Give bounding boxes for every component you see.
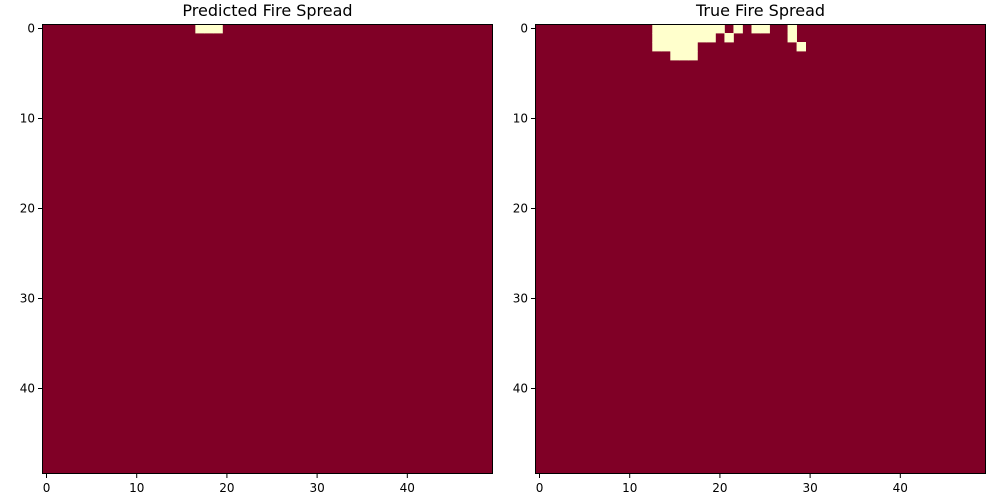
fire-cell: [679, 24, 689, 34]
heatmap-background: [535, 24, 986, 474]
fire-cell: [706, 24, 716, 34]
fire-cell: [661, 33, 671, 43]
x-tick-label: 30: [309, 481, 324, 495]
x-tick-label: 0: [43, 481, 51, 495]
y-tick-label: 0: [520, 22, 528, 36]
fire-cell: [213, 24, 223, 34]
fire-cell: [679, 42, 689, 52]
plot-frame: [535, 24, 986, 474]
y-tick-label: 30: [513, 292, 528, 306]
fire-cell: [652, 33, 662, 43]
chart-title: True Fire Spread: [695, 1, 825, 20]
y-tick-label: 20: [513, 202, 528, 216]
x-tick-label: 10: [622, 481, 637, 495]
fire-cell: [670, 24, 680, 34]
fire-cell: [204, 24, 214, 34]
fire-cell: [760, 24, 770, 34]
chart-title: Predicted Fire Spread: [182, 1, 352, 20]
fire-cell: [679, 33, 689, 43]
y-tick-label: 30: [20, 292, 35, 306]
x-tick-label: 30: [802, 481, 817, 495]
fire-cell: [715, 24, 725, 34]
x-tick-label: 20: [219, 481, 234, 495]
fire-cell: [751, 24, 761, 34]
x-tick-label: 40: [893, 481, 908, 495]
fire-cell: [652, 24, 662, 34]
fire-cell: [796, 42, 806, 52]
fire-cell: [688, 42, 698, 52]
y-axis-ticks: 0 10 20 30 40: [20, 22, 42, 396]
fire-cell: [652, 42, 662, 52]
fire-cells-layer: [195, 24, 223, 34]
y-tick-label: 40: [513, 382, 528, 396]
x-axis-ticks: 0 10 20 30 40: [536, 474, 908, 495]
y-tick-label: 10: [20, 112, 35, 126]
x-axis-ticks: 0 10 20 30 40: [43, 474, 415, 495]
predicted-fire-spread-panel: Predicted Fire Spread 0 10 20 30 40 0 10 20 30 4…: [20, 1, 493, 495]
y-tick-label: 10: [513, 112, 528, 126]
x-tick-label: 40: [400, 481, 415, 495]
fire-cell: [661, 42, 671, 52]
fire-cell: [688, 33, 698, 43]
heatmap-background-layer: [42, 24, 493, 474]
x-tick-label: 10: [129, 481, 144, 495]
fire-cell: [679, 51, 689, 61]
y-tick-label: 0: [27, 22, 35, 36]
y-tick-label: 20: [20, 202, 35, 216]
heatmap-background: [42, 24, 493, 474]
fire-cell: [195, 24, 205, 34]
fire-cell: [787, 24, 797, 34]
fire-cells-layer: [652, 24, 806, 61]
fire-cell: [697, 24, 707, 34]
x-tick-label: 20: [712, 481, 727, 495]
fire-cell: [661, 24, 671, 34]
y-axis-ticks: 0 10 20 30 40: [513, 22, 535, 396]
x-tick-label: 0: [536, 481, 544, 495]
fire-cell: [670, 51, 680, 61]
fire-cell: [724, 33, 734, 43]
fire-cell: [670, 33, 680, 43]
y-tick-label: 40: [20, 382, 35, 396]
fire-cell: [670, 42, 680, 52]
fire-cell: [697, 33, 707, 43]
true-fire-spread-panel: True Fire Spread 0 10 20 30 40 0 10 20 30 40: [513, 1, 986, 495]
fire-cell: [787, 33, 797, 43]
heatmap-background-layer: [535, 24, 986, 474]
fire-cell: [688, 51, 698, 61]
fire-cell: [706, 33, 716, 43]
plot-frame: [42, 24, 493, 474]
fire-cell: [688, 24, 698, 34]
fire-cell: [733, 24, 743, 34]
